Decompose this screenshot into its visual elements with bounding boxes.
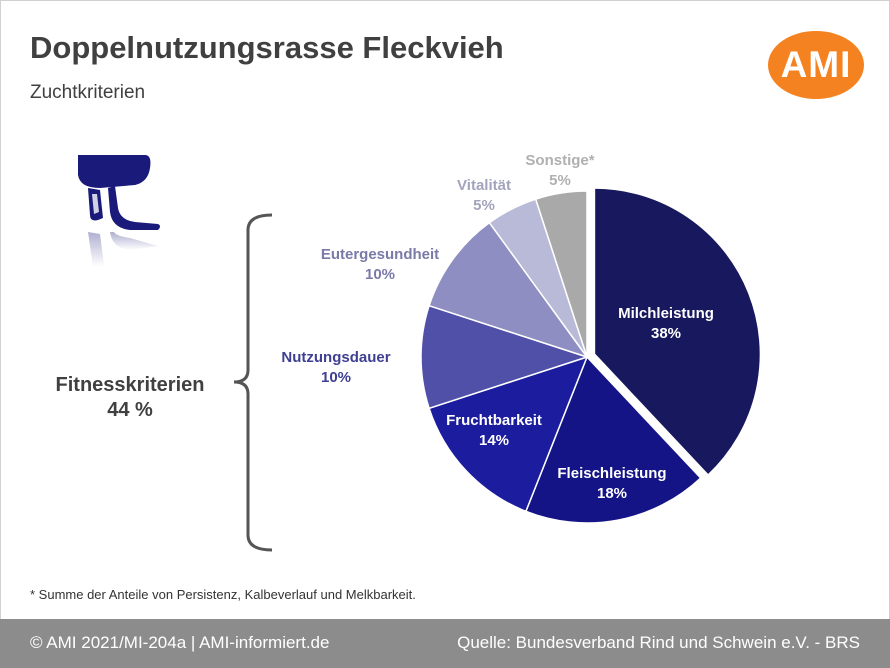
slice-value-label: 10% bbox=[321, 369, 351, 386]
pie-slice-sonstige bbox=[534, 190, 588, 358]
slice-value-label: 14% bbox=[479, 432, 509, 449]
pie-slice-eutergesundheit bbox=[428, 221, 589, 359]
bracket bbox=[233, 213, 273, 552]
slice-label: Eutergesundheit bbox=[321, 246, 439, 263]
slice-value-label: 18% bbox=[597, 485, 627, 502]
fitness-criteria-label: Fitnesskriterien 44 % bbox=[30, 373, 230, 423]
slice-label: Nutzungsdauer bbox=[281, 349, 390, 366]
footnote: * Summe der Anteile von Persistenz, Kalb… bbox=[30, 587, 416, 602]
slice-value-label: 5% bbox=[473, 197, 495, 214]
slice-label: Sonstige* bbox=[525, 152, 594, 169]
pie-chart: Milchleistung 38% Fleischleistung 18% Frucht… bbox=[281, 152, 762, 524]
fitness-criteria-value: 44 % bbox=[107, 399, 153, 421]
ami-logo: AMI bbox=[768, 31, 864, 99]
page-subtitle: Zuchtkriterien bbox=[30, 82, 146, 103]
footer-copyright: © AMI 2021/MI-204a | AMI-informiert.de bbox=[30, 633, 330, 652]
pie-slice-fleischleistung bbox=[524, 355, 702, 524]
slice-value-label: 38% bbox=[651, 325, 681, 342]
footer-bar: © AMI 2021/MI-204a | AMI-informiert.de Q… bbox=[0, 619, 890, 668]
logo-text: AMI bbox=[780, 44, 852, 85]
slice-value-label: 5% bbox=[549, 172, 571, 189]
page-title: Doppelnutzungsrasse Fleckvieh bbox=[30, 30, 504, 65]
pie-slice-milchleistung bbox=[593, 187, 762, 477]
slice-label: Fruchtbarkeit bbox=[446, 412, 542, 429]
footer-source: Quelle: Bundesverband Rind und Schwein e… bbox=[457, 633, 860, 652]
slice-label: Vitalität bbox=[457, 177, 511, 194]
fitness-criteria-title: Fitnesskriterien bbox=[55, 374, 205, 396]
cow-leg-icon bbox=[78, 155, 160, 267]
slice-value-label: 10% bbox=[365, 266, 395, 283]
slice-label: Milchleistung bbox=[618, 305, 714, 322]
slice-label: Fleischleistung bbox=[557, 465, 666, 482]
pie-slice-nutzungsdauer bbox=[420, 304, 590, 410]
